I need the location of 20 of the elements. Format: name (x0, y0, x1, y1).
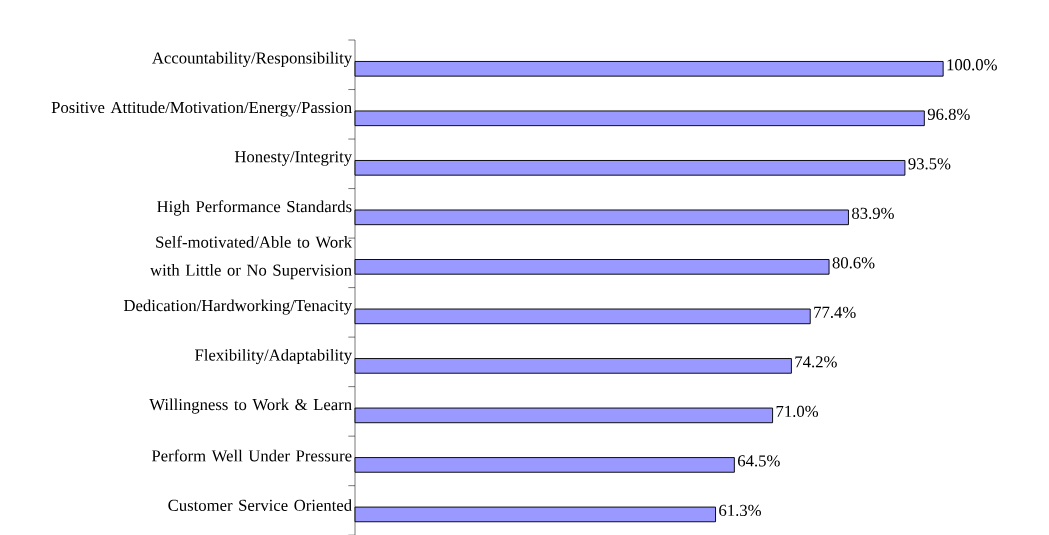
y-tick-label: Dedication/Hardworking/Tenacity (123, 299, 353, 315)
data-label: 77.4% (814, 306, 856, 318)
data-label: 74.2% (795, 356, 837, 368)
data-label: 61.3% (719, 504, 761, 516)
data-label: 64.5% (738, 455, 780, 467)
data-label: 100.0% (947, 59, 997, 71)
data-label: 83.9% (852, 207, 894, 219)
y-tick-label: Perform Well Under Pressure (151, 449, 352, 462)
data-label: 80.6% (832, 257, 875, 269)
data-label: 96.8% (927, 108, 970, 120)
y-tick-label: Flexibility/Adaptability (195, 348, 353, 365)
y-tick-label: Willingness to Work & Learn (149, 398, 352, 414)
y-tick-label: Honesty/Integrity (234, 151, 353, 166)
y-tick-label: Customer Service Oriented (168, 499, 352, 511)
data-label: 71.0% (776, 405, 819, 417)
y-tick-label: Accountability/Responsibility (152, 51, 353, 67)
y-tick-label: Self-motivated/Able to Work with Little or No Supervision (150, 235, 353, 280)
data-label: 93.5% (908, 158, 951, 170)
y-tick-label: High Performance Standards (157, 200, 352, 216)
y-tick-label: Positive Attitude/Motivation/Energy/Passion (51, 101, 352, 117)
